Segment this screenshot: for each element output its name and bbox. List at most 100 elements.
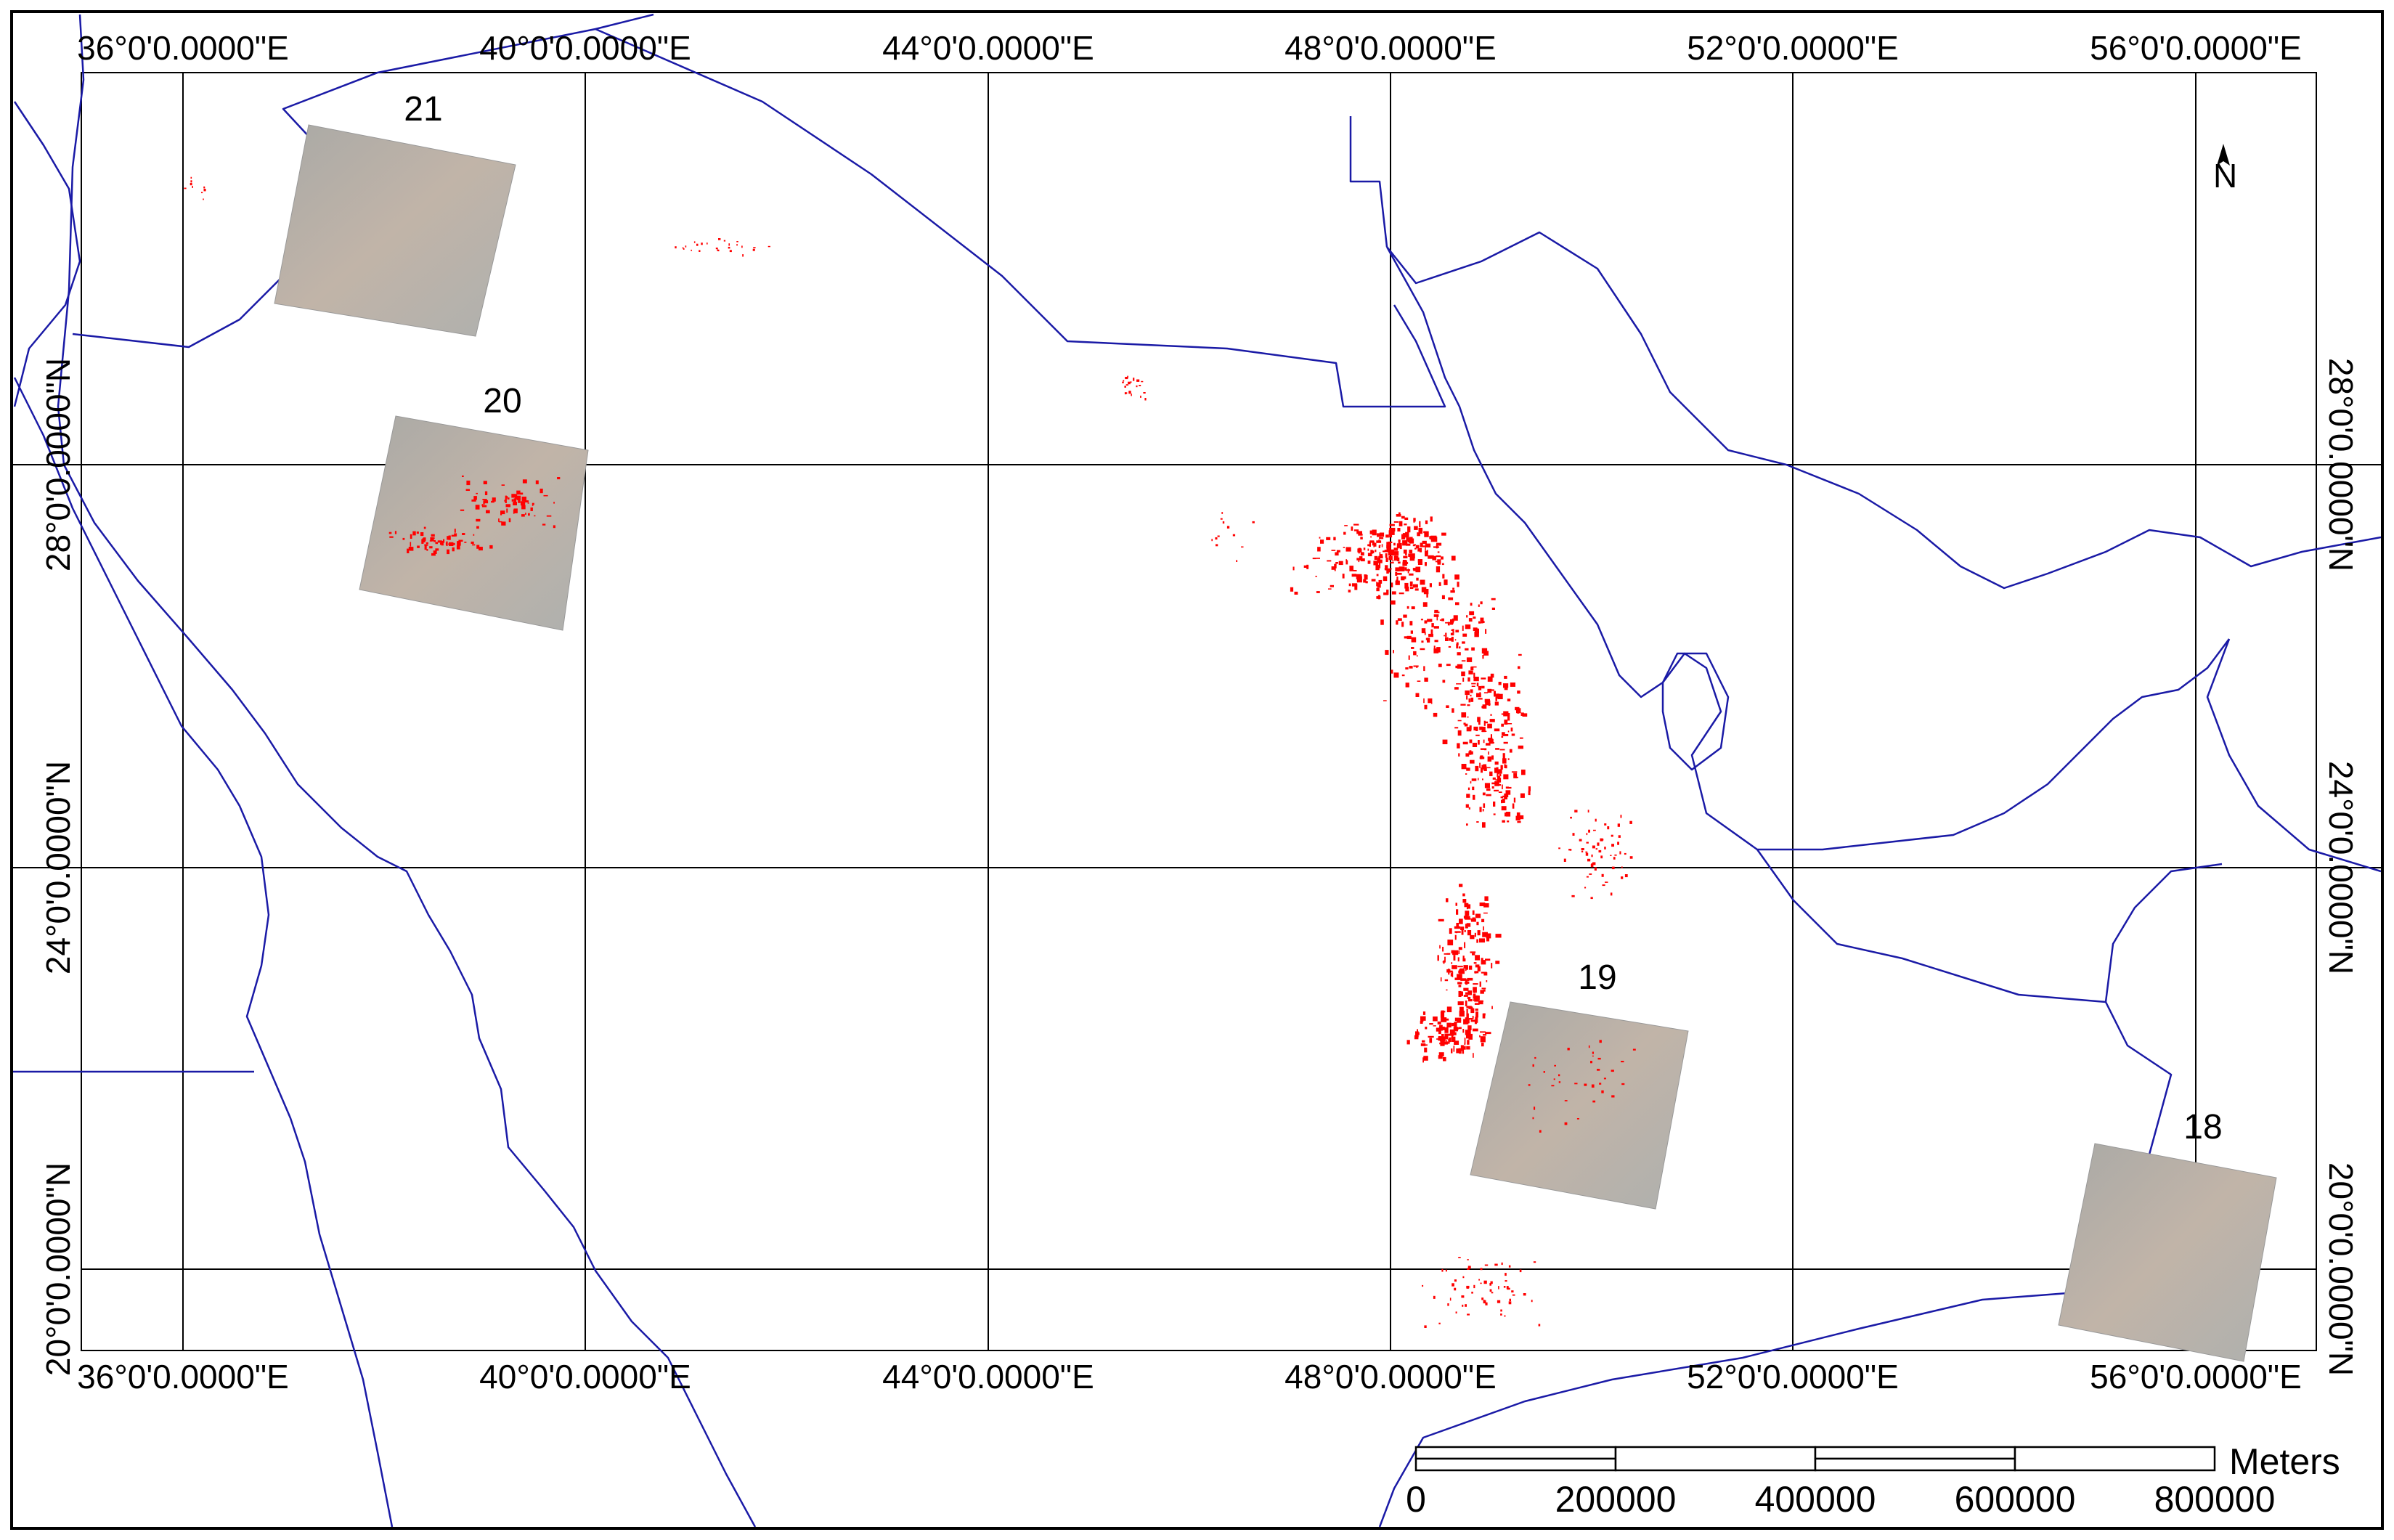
hotspot-point xyxy=(1456,923,1459,928)
hotspot-point xyxy=(1452,618,1454,622)
hotspot-point xyxy=(1474,1003,1480,1005)
gulf-coast-north xyxy=(1386,231,2381,590)
hotspot-point xyxy=(1406,1040,1410,1045)
hotspot-point xyxy=(424,544,428,546)
hotspot-point xyxy=(1457,974,1462,979)
hotspot-point xyxy=(492,497,496,502)
hotspot-point xyxy=(1467,677,1470,682)
hotspot-point xyxy=(1465,924,1467,929)
hotspot-point xyxy=(1513,773,1518,778)
hotspot-point xyxy=(1141,380,1144,383)
hotspot-point xyxy=(1373,561,1379,566)
hotspot-point xyxy=(1470,781,1472,784)
hotspot-point xyxy=(190,183,192,186)
hotspot-point xyxy=(433,540,436,542)
hotspot-point xyxy=(1462,958,1466,962)
hotspot-point xyxy=(742,254,744,257)
hotspot-point xyxy=(1356,576,1362,583)
hotspot-point xyxy=(1485,629,1487,634)
hotspot-point xyxy=(1413,665,1419,667)
hotspot-point xyxy=(1482,1013,1486,1019)
hotspot-point xyxy=(1618,835,1621,838)
hotspot-point xyxy=(1518,745,1523,749)
hotspot-point xyxy=(416,531,419,534)
hotspot-point xyxy=(1497,784,1502,786)
longitude-labels-top: 36°0'0.0000"E 40°0'0.0000"E 44°0'0.0000"… xyxy=(77,29,2302,67)
hotspot-point xyxy=(1595,848,1598,850)
hotspot-point xyxy=(1466,916,1470,920)
hotspot-point xyxy=(1385,565,1388,571)
hotspot-point xyxy=(1475,1011,1478,1018)
hotspot-point xyxy=(1370,550,1373,554)
hotspot-point xyxy=(1461,1009,1462,1014)
hotspot-point xyxy=(1465,624,1471,630)
hotspot-point xyxy=(472,544,476,546)
hotspot-point xyxy=(1411,647,1414,649)
hotspot-point xyxy=(718,238,721,240)
hotspot-point xyxy=(1389,523,1395,526)
hotspot-point xyxy=(426,542,428,545)
hotspot-point xyxy=(1428,633,1433,637)
hotspot-point xyxy=(1372,529,1377,536)
hotspot-point xyxy=(1502,784,1503,789)
hotspot-point xyxy=(508,518,511,523)
hotspot-point xyxy=(1457,957,1459,962)
hotspot-point xyxy=(1507,786,1512,789)
hotspot-point xyxy=(1433,614,1439,617)
hotspot-point xyxy=(1369,530,1373,534)
scale-bar-seg-1 xyxy=(1414,1446,1617,1460)
hotspot-point xyxy=(1483,912,1488,914)
hotspot-point xyxy=(1454,931,1461,933)
hotspot-point xyxy=(1433,546,1440,548)
hotspot-point xyxy=(1531,1300,1533,1303)
hotspot-point xyxy=(408,547,412,551)
hotspot-point xyxy=(1619,851,1621,855)
hotspot-point xyxy=(1466,657,1473,662)
hotspot-point xyxy=(1491,782,1497,785)
hotspot-point xyxy=(1417,532,1420,537)
hotspot-point xyxy=(1500,1309,1502,1312)
hotspot-point xyxy=(1335,562,1338,564)
hotspot-point xyxy=(1473,1053,1474,1058)
hotspot-point xyxy=(1425,547,1426,551)
hotspot-point xyxy=(1497,693,1503,699)
hotspot-point xyxy=(1363,579,1367,583)
hotspot-point xyxy=(1401,516,1405,519)
hotspot-point xyxy=(1369,540,1375,543)
hotspot-point xyxy=(1517,690,1520,694)
hotspot-point xyxy=(1459,969,1465,974)
hotspot-point xyxy=(1220,518,1223,520)
hotspot-point xyxy=(1467,704,1470,706)
hotspot-point xyxy=(518,497,519,500)
hotspot-point xyxy=(498,518,500,522)
hotspot-point xyxy=(1481,958,1483,961)
hotspot-point xyxy=(1393,521,1399,523)
hotspot-point xyxy=(1401,576,1405,581)
hotspot-point xyxy=(1422,1011,1426,1015)
lat-label-right-28: 28°0'0.0000"N xyxy=(2322,358,2360,571)
hotspot-point xyxy=(1494,767,1497,773)
hotspot-point xyxy=(1513,797,1516,803)
hotspot-point xyxy=(715,248,718,250)
hotspot-point xyxy=(1543,1071,1545,1073)
hotspot-point xyxy=(1468,999,1473,1002)
hotspot-point xyxy=(1393,542,1396,546)
hotspot-point xyxy=(1422,1284,1424,1287)
hotspot-point xyxy=(1353,570,1357,571)
hotspot-point xyxy=(1588,829,1590,833)
coastline-red-sea-east xyxy=(57,14,757,1527)
hotspot-point xyxy=(1467,979,1470,982)
hotspot-point xyxy=(1465,753,1470,757)
hotspot-point xyxy=(1452,708,1454,713)
hotspot-point xyxy=(424,545,427,550)
hotspot-point xyxy=(429,546,433,549)
hotspot-point xyxy=(1421,640,1424,643)
hotspot-point xyxy=(1457,1001,1464,1006)
hotspot-point xyxy=(1600,838,1603,842)
hotspot-point xyxy=(1136,379,1140,382)
hotspot-point xyxy=(528,513,530,516)
hotspot-point xyxy=(1344,525,1348,526)
hotspot-point xyxy=(1457,582,1459,587)
hotspot-point xyxy=(1621,1083,1625,1085)
hotspot-point xyxy=(462,475,464,477)
